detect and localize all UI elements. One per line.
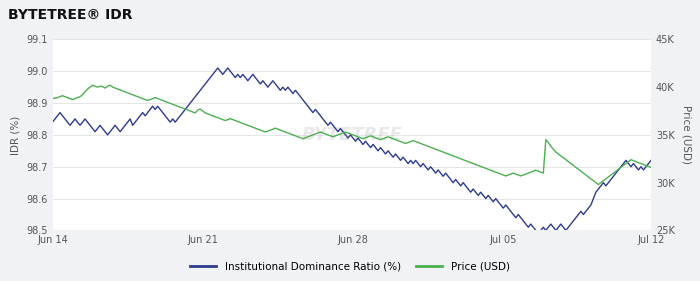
Legend: Institutional Dominance Ratio (%), Price (USD): Institutional Dominance Ratio (%), Price… xyxy=(186,257,514,276)
Y-axis label: Price (USD): Price (USD) xyxy=(681,105,692,164)
Text: BYTETREE: BYTETREE xyxy=(301,126,402,144)
Text: BYTETREE® IDR: BYTETREE® IDR xyxy=(8,8,133,22)
Y-axis label: IDR (%): IDR (%) xyxy=(10,115,20,155)
